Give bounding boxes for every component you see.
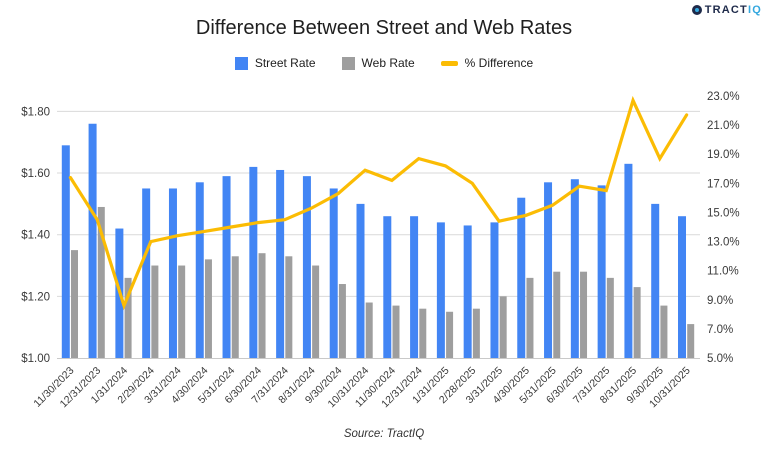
web-rate-bar xyxy=(124,277,132,358)
web-rate-bar xyxy=(365,302,373,358)
legend: Street Rate Web Rate % Difference xyxy=(0,56,768,70)
web-rate-bar xyxy=(687,324,695,358)
left-axis-tick-label: $1.00 xyxy=(21,353,50,365)
web-rate-bar xyxy=(151,265,159,358)
legend-swatch xyxy=(234,56,248,70)
street-rate-bar xyxy=(61,145,70,358)
right-axis-tick-label: 5.0% xyxy=(707,353,733,365)
web-rate-bar xyxy=(633,287,641,358)
street-rate-bar xyxy=(624,163,633,358)
left-axis-tick-label: $1.60 xyxy=(21,168,50,180)
street-rate-bar xyxy=(651,203,660,358)
web-rate-bar xyxy=(312,265,320,358)
street-rate-bar xyxy=(544,182,553,358)
web-rate-bar xyxy=(526,277,534,358)
street-rate-bar xyxy=(88,123,97,358)
web-rate-bar xyxy=(204,259,212,358)
source-note: Source: TractIQ xyxy=(343,428,425,440)
street-rate-bar xyxy=(329,188,338,358)
street-rate-bar xyxy=(678,216,687,358)
right-axis-tick-label: 17.0% xyxy=(707,178,740,190)
street-rate-bar xyxy=(222,176,231,358)
legend-item-street-rate: Street Rate xyxy=(234,56,316,70)
street-rate-bar xyxy=(410,216,419,358)
street-rate-bar xyxy=(463,225,472,358)
web-rate-bar xyxy=(70,250,78,358)
street-rate-bar xyxy=(436,222,445,358)
web-rate-bar xyxy=(392,305,400,358)
street-rate-bar xyxy=(249,166,258,358)
web-rate-bar xyxy=(446,311,454,358)
web-rate-bar xyxy=(178,265,186,358)
web-rate-bar xyxy=(419,308,427,358)
street-rate-bar xyxy=(276,169,285,358)
street-rate-bar xyxy=(517,197,526,358)
legend-swatch xyxy=(341,56,355,70)
tractiq-logo: TRACTIQ xyxy=(691,4,762,16)
right-axis-tick-label: 9.0% xyxy=(707,295,733,307)
logo-text-iq: IQ xyxy=(747,4,762,16)
street-rate-bar xyxy=(383,216,392,358)
street-rate-bar xyxy=(597,185,606,358)
street-rate-bar xyxy=(356,203,365,358)
left-axis-tick-label: $1.20 xyxy=(21,291,50,303)
right-axis-tick-label: 23.0% xyxy=(707,91,740,103)
street-rate-bar xyxy=(168,188,177,358)
web-rate-bar xyxy=(285,256,293,358)
legend-item--difference: % Difference xyxy=(440,56,534,70)
left-axis-tick-label: $1.80 xyxy=(21,106,50,118)
right-axis-tick-label: 11.0% xyxy=(707,266,739,278)
web-rate-bar xyxy=(553,271,561,358)
right-axis-tick-label: 21.0% xyxy=(707,120,740,132)
legend-swatch xyxy=(440,60,458,66)
pct-difference-line xyxy=(68,95,689,311)
logo-text: TRACTIQ xyxy=(705,4,762,16)
right-axis-tick-label: 19.0% xyxy=(707,149,740,161)
logo-text-tract: TRACT xyxy=(704,4,748,16)
legend-item-web-rate: Web Rate xyxy=(341,56,415,70)
street-rate-bar xyxy=(142,188,151,358)
web-rate-bar xyxy=(606,277,614,358)
web-rate-bar xyxy=(338,284,346,358)
web-rate-bar xyxy=(231,256,239,358)
web-rate-bar xyxy=(97,206,105,358)
street-rate-bar xyxy=(195,182,204,358)
legend-label: Street Rate xyxy=(254,56,316,70)
right-axis-tick-label: 15.0% xyxy=(707,207,740,219)
web-rate-bar xyxy=(258,253,266,358)
right-axis-tick-label: 7.0% xyxy=(707,324,733,336)
legend-label: Web Rate xyxy=(361,56,415,70)
street-rate-bar xyxy=(570,179,579,358)
tractiq-logo-icon xyxy=(691,5,702,15)
web-rate-bar xyxy=(660,305,668,358)
web-rate-bar xyxy=(580,271,588,358)
right-axis-tick-label: 13.0% xyxy=(707,237,740,249)
street-rate-bar xyxy=(490,222,499,358)
web-rate-bar xyxy=(472,308,480,358)
left-axis-tick-label: $1.40 xyxy=(21,230,50,242)
legend-label: % Difference xyxy=(464,56,534,70)
chart-title: Difference Between Street and Web Rates xyxy=(195,17,573,39)
web-rate-bar xyxy=(499,296,507,358)
street-rate-bar xyxy=(302,176,311,358)
